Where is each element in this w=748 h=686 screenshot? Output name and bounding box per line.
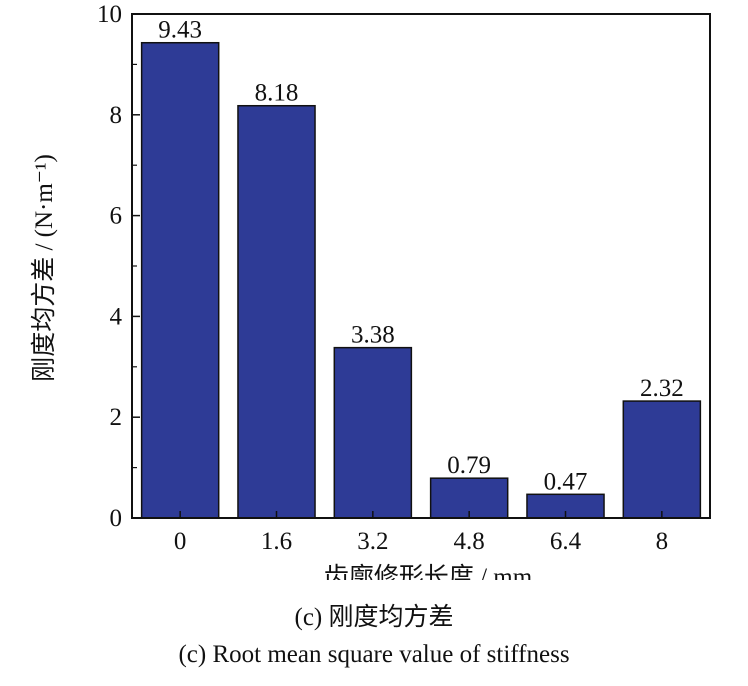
bar [140, 41, 220, 519]
y-tick-label: 0 [110, 505, 123, 532]
y-tick-label: 6 [110, 203, 123, 230]
x-tick-label: 1.6 [261, 528, 292, 555]
bar [333, 346, 413, 519]
bar [622, 400, 702, 519]
x-tick-label: 3.2 [357, 528, 388, 555]
caption-english: (c) Root mean square value of stiffness [178, 641, 570, 668]
plot-area: 9.43 0 8.18 1.6 3.38 3.2 0.79 4.8 0.47 6.4 2.32 8 0 2… [97, 1, 711, 555]
bar-chart: 9.43 0 8.18 1.6 3.38 3.2 0.79 4.8 0.47 6.4 2.32 8 0 2… [30, 1, 711, 580]
y-tick-label: 4 [110, 303, 123, 330]
x-tick-label: 4.8 [454, 528, 485, 555]
y-axis-label: 刚度均方差 / (N·m⁻¹) [30, 154, 58, 382]
y-tick-label: 2 [110, 404, 123, 431]
x-tick-label: 6.4 [550, 528, 582, 555]
bar-value-label: 9.43 [158, 17, 202, 44]
bar-value-label: 8.18 [255, 80, 299, 107]
plot-frame [131, 13, 711, 519]
bar-value-label: 0.47 [544, 468, 588, 495]
x-tick-label: 8 [656, 528, 669, 555]
x-tick-label: 0 [174, 528, 187, 555]
caption-chinese: (c) 刚度均方差 [294, 604, 454, 631]
bar-value-label: 3.38 [351, 322, 395, 349]
bar-value-label: 0.79 [447, 452, 491, 479]
y-tick-label: 8 [110, 102, 123, 129]
bar-value-label: 2.32 [640, 375, 684, 402]
y-tick-label: 10 [97, 1, 122, 28]
bar [237, 104, 316, 519]
x-axis-label: 齿廓修形长度 / mm [324, 563, 533, 580]
